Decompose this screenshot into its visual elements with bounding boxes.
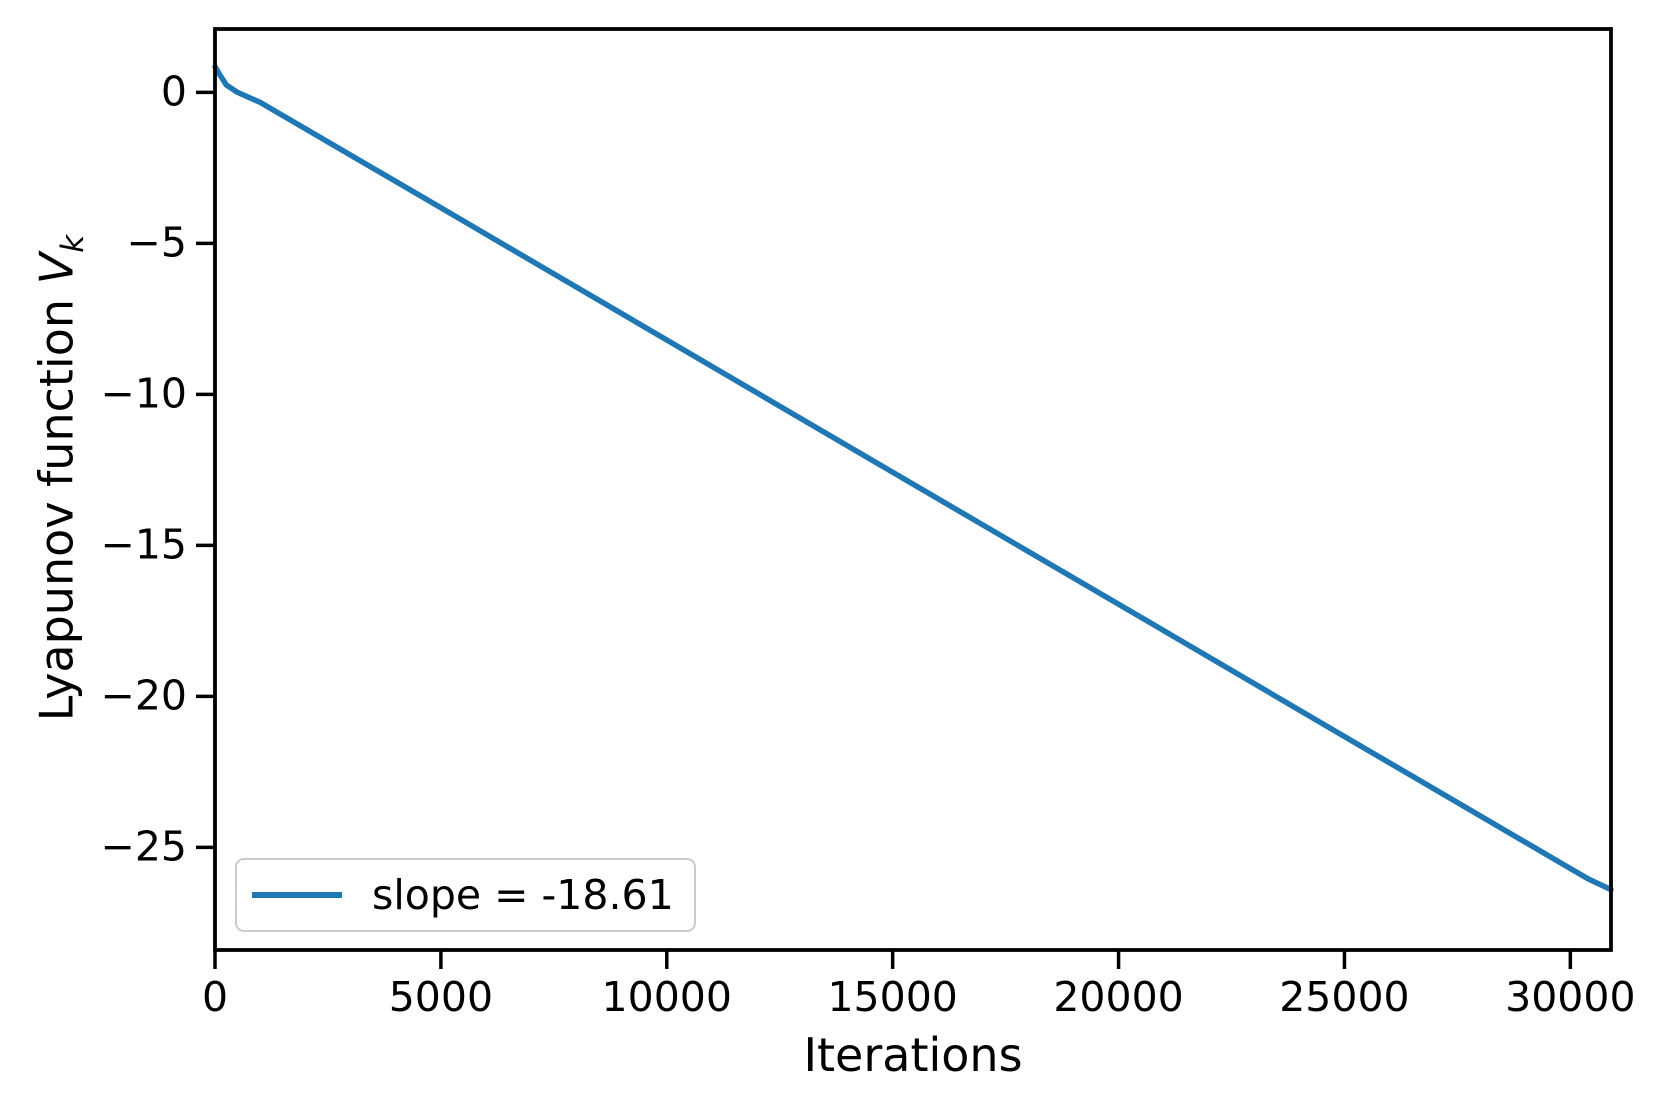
- x-tick-label: 30000: [1505, 973, 1636, 1021]
- y-axis-ticks: [196, 90, 215, 850]
- y-tick-label: −25: [100, 822, 187, 871]
- legend-label: slope = -18.61: [372, 871, 674, 919]
- y-axis-label: Lyapunov function Vk: [29, 235, 91, 722]
- x-tick-label: 15000: [827, 973, 958, 1021]
- y-tick-label: 0: [160, 67, 187, 116]
- x-axis-ticks: [213, 950, 1573, 969]
- series-line: [212, 63, 1614, 893]
- legend: slope = -18.61: [235, 858, 696, 932]
- y-tick-label: −5: [126, 218, 187, 267]
- y-axis-label-subscript: k: [54, 234, 91, 253]
- y-tick-label: −10: [100, 369, 187, 418]
- x-tick-label: 5000: [388, 973, 494, 1021]
- axes-spines: [213, 27, 1613, 952]
- y-tick-label: −15: [100, 520, 187, 569]
- x-axis-label: Iterations: [803, 1028, 1023, 1082]
- x-tick-label: 20000: [1053, 973, 1184, 1021]
- x-tick-label: 10000: [601, 973, 732, 1021]
- y-tick-label: −20: [100, 671, 187, 720]
- x-tick-label: 0: [201, 973, 229, 1021]
- y-axis-label-variable: V: [29, 252, 84, 285]
- legend-line-sample: [252, 891, 342, 899]
- y-axis-label-text: Lyapunov function: [29, 284, 84, 722]
- x-tick-label: 25000: [1279, 973, 1410, 1021]
